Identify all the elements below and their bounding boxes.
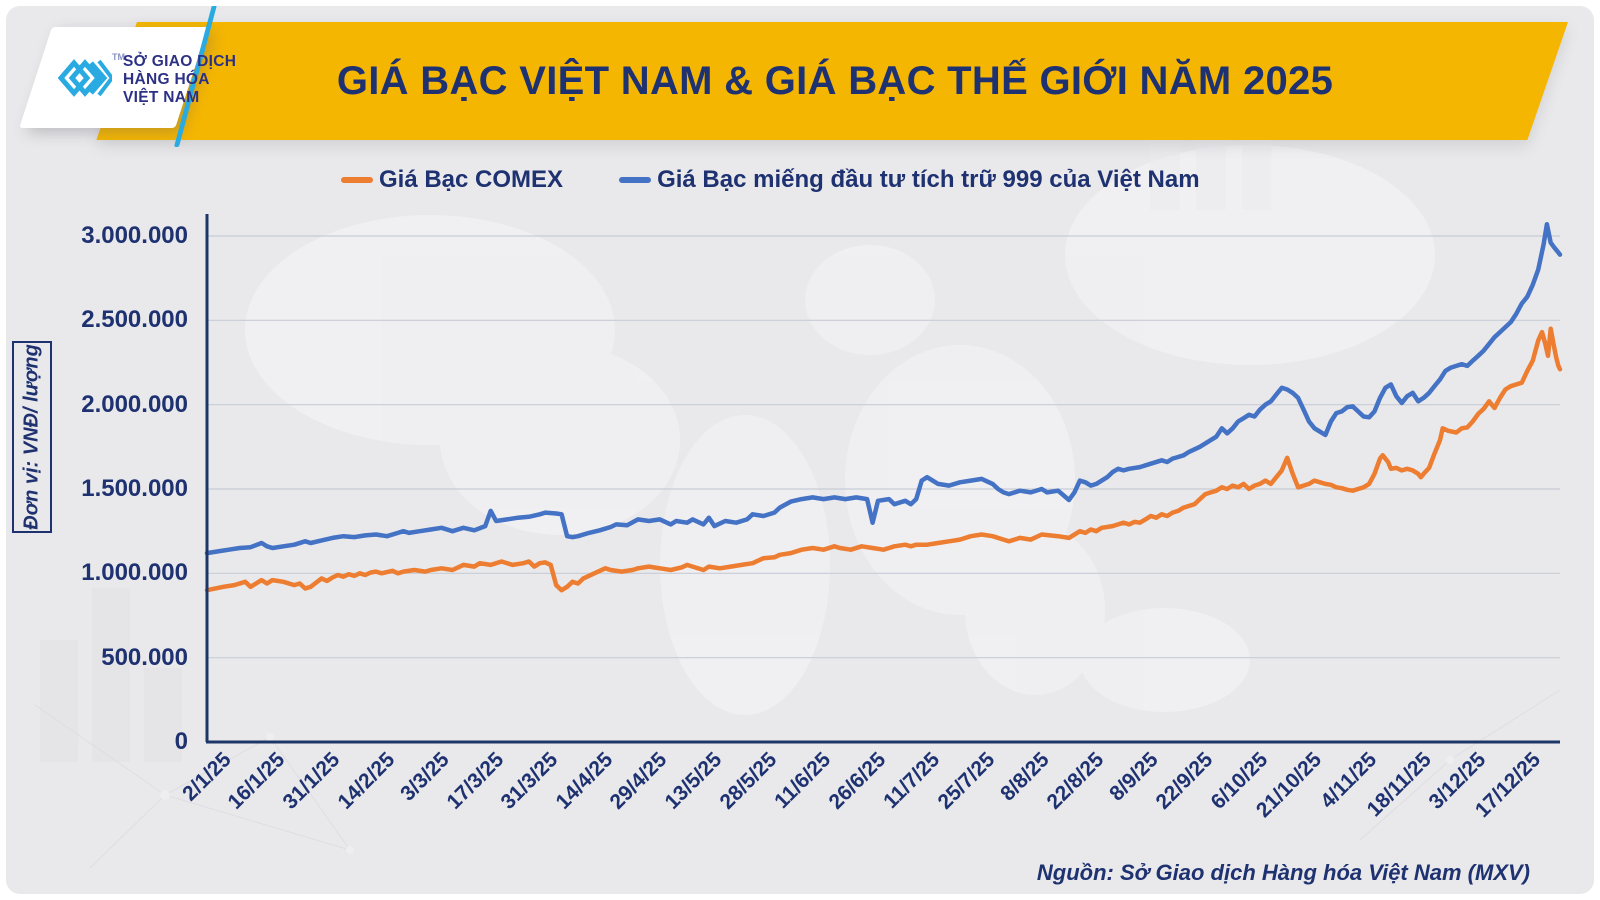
logo-text: SỞ GIAO DỊCH HÀNG HÓA VIỆT NAM (123, 53, 236, 107)
vietnam-legend-swatch (619, 177, 652, 183)
y-tick-label: 2.500.000 (81, 306, 188, 334)
trademark-symbol: TM (112, 52, 125, 62)
comex-legend-swatch (341, 177, 373, 183)
mxv-logo-icon (58, 59, 112, 97)
comex-legend-label: Giá Bạc COMEX (379, 166, 564, 193)
y-tick-label: 2.000.000 (81, 390, 188, 418)
source-note: Nguồn: Sở Giao dịch Hàng hóa Việt Nam (M… (1036, 860, 1530, 885)
y-tick-label: 0 (174, 728, 188, 755)
y-tick-label: 500.000 (101, 643, 188, 671)
y-tick-label: 1.500.000 (81, 475, 188, 502)
gridlines (207, 235, 1560, 659)
legend-item-vietnam: Giá Bạc miếng đầu tư tích trữ 999 của Vi… (619, 166, 1200, 194)
vietnam-legend-label: Giá Bạc miếng đầu tư tích trữ 999 của Vi… (657, 166, 1200, 193)
series-lines (204, 221, 1563, 593)
vietnam-series-line (204, 221, 1563, 556)
legend-item-comex: Giá Bạc COMEX (341, 166, 563, 194)
legend: Giá Bạc COMEX Giá Bạc miếng đầu tư tích … (341, 160, 1200, 200)
y-tick-label: 1.000.000 (81, 559, 188, 587)
y-axis-unit-box: Đơn vị: VNĐ/ lượng (12, 341, 52, 533)
chart-canvas: GIÁ BẠC VIỆT NAM & GIÁ BẠC THẾ GIỚI NĂM … (6, 6, 1594, 894)
logo-text-line-2: HÀNG HÓA (123, 71, 210, 88)
comex-series-line (204, 326, 1563, 593)
chart-title: GIÁ BẠC VIỆT NAM & GIÁ BẠC THẾ GIỚI NĂM … (336, 58, 1334, 103)
price-chart-plot (204, 214, 1563, 744)
y-tick-label: 3.000.000 (81, 222, 188, 249)
logo-text-line-1: SỞ GIAO DỊCH (123, 53, 237, 70)
logo-text-line-3: VIỆT NAM (123, 89, 200, 106)
